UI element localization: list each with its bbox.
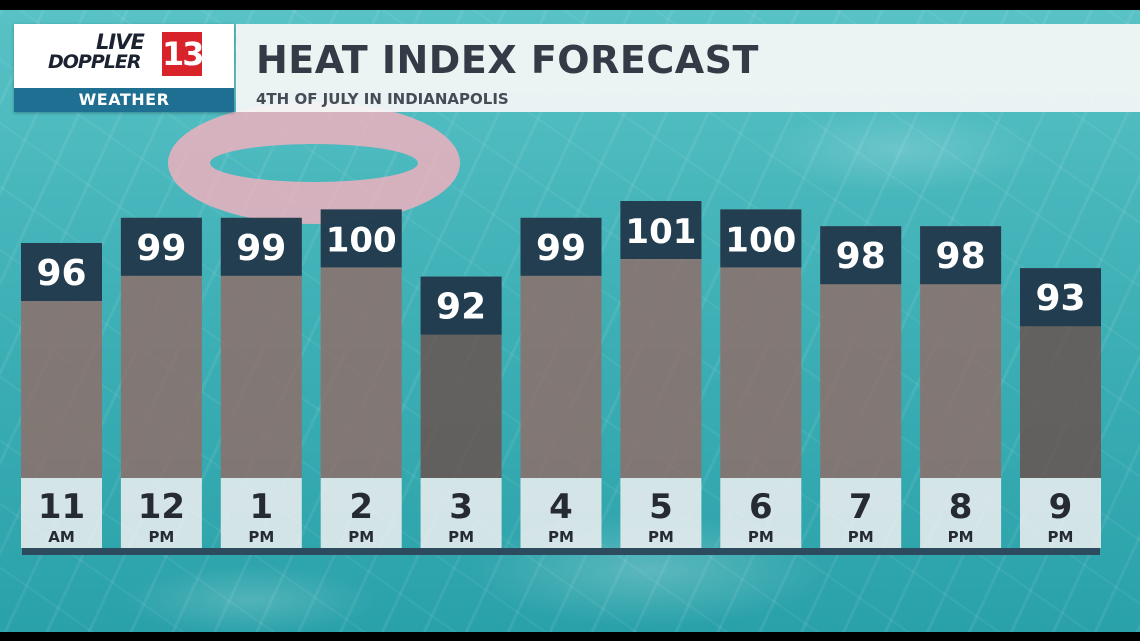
logo-channel-number: 13 bbox=[162, 32, 205, 76]
time-label-box bbox=[920, 478, 1002, 548]
period-label: PM bbox=[448, 528, 474, 546]
time-label-box bbox=[120, 478, 202, 548]
time-label-box bbox=[420, 478, 502, 548]
time-label-box bbox=[720, 478, 802, 548]
period-label: PM bbox=[948, 528, 974, 546]
period-label: PM bbox=[248, 528, 274, 546]
period-label: PM bbox=[648, 528, 674, 546]
bar-value-box bbox=[520, 217, 602, 276]
bar-value-box bbox=[220, 217, 302, 276]
station-logo: LIVE DOPPLER 13 WEATHER bbox=[14, 24, 234, 112]
heat-index-bar-chart: 9611AM9912PM991PM1002PM923PM994PM1015PM1… bbox=[21, 201, 1101, 555]
bar-value-label: 99 bbox=[536, 228, 586, 269]
time-label-box bbox=[220, 478, 302, 548]
bar-value-box bbox=[720, 209, 802, 268]
time-label-box bbox=[1020, 478, 1101, 548]
logo-doppler-text: DOPPLER bbox=[48, 51, 141, 73]
bar-value-label: 98 bbox=[836, 236, 886, 277]
bar-value-box bbox=[120, 217, 202, 276]
period-label: PM bbox=[1048, 528, 1074, 546]
hour-label: 8 bbox=[949, 487, 973, 527]
bar-value-label: 98 bbox=[936, 236, 986, 277]
hour-label: 7 bbox=[849, 487, 873, 527]
time-label-box bbox=[620, 478, 702, 548]
bar-value-label: 96 bbox=[36, 253, 86, 294]
logo-weather-banner: WEATHER bbox=[14, 88, 234, 112]
hour-label: 3 bbox=[449, 487, 473, 527]
hour-label: 12 bbox=[138, 487, 185, 527]
bar-value-label: 100 bbox=[326, 220, 397, 260]
time-label-box bbox=[320, 478, 402, 548]
bar-value-box bbox=[1020, 268, 1101, 327]
period-label: PM bbox=[148, 528, 174, 546]
hour-label: 5 bbox=[649, 487, 673, 527]
bar-value-box bbox=[21, 243, 102, 301]
bar-value-label: 100 bbox=[725, 220, 796, 260]
hour-label: 4 bbox=[549, 487, 573, 527]
period-label: PM bbox=[548, 528, 574, 546]
hour-label: 9 bbox=[1049, 487, 1073, 527]
hour-label: 2 bbox=[349, 487, 373, 527]
bar-value-label: 101 bbox=[625, 212, 696, 252]
hour-label: 6 bbox=[749, 487, 773, 527]
bar-value-label: 92 bbox=[436, 287, 486, 328]
chart-subtitle: 4TH OF JULY IN INDIANAPOLIS bbox=[256, 90, 509, 108]
time-label-box bbox=[520, 478, 602, 548]
bar-value-box bbox=[320, 209, 402, 268]
time-label-box bbox=[820, 478, 902, 548]
bar-value-label: 93 bbox=[1035, 278, 1085, 319]
bar-value-box bbox=[920, 226, 1002, 285]
chart-baseline bbox=[22, 548, 1100, 555]
title-panel: HEAT INDEX FORECAST 4TH OF JULY IN INDIA… bbox=[236, 24, 1140, 112]
pool-background: 96 11 AM 99 12 PM 99 1 PM 100 2 PM 92 3 PM 99 4 PM 101 5 PM 1… bbox=[0, 10, 1140, 632]
period-label: PM bbox=[348, 528, 374, 546]
bar-value-box bbox=[420, 276, 502, 335]
bar-value-box bbox=[820, 226, 902, 285]
chart-title: HEAT INDEX FORECAST bbox=[256, 38, 759, 82]
period-label: PM bbox=[848, 528, 874, 546]
bar-value-label: 99 bbox=[136, 228, 186, 269]
logo-live-text: LIVE bbox=[96, 30, 145, 54]
bar-value-label: 99 bbox=[236, 228, 286, 269]
hour-label: 11 bbox=[38, 487, 85, 527]
hour-label: 1 bbox=[249, 487, 273, 527]
bar-value-box bbox=[620, 201, 702, 259]
period-label: AM bbox=[48, 528, 75, 546]
period-label: PM bbox=[748, 528, 774, 546]
time-label-box bbox=[21, 478, 102, 548]
